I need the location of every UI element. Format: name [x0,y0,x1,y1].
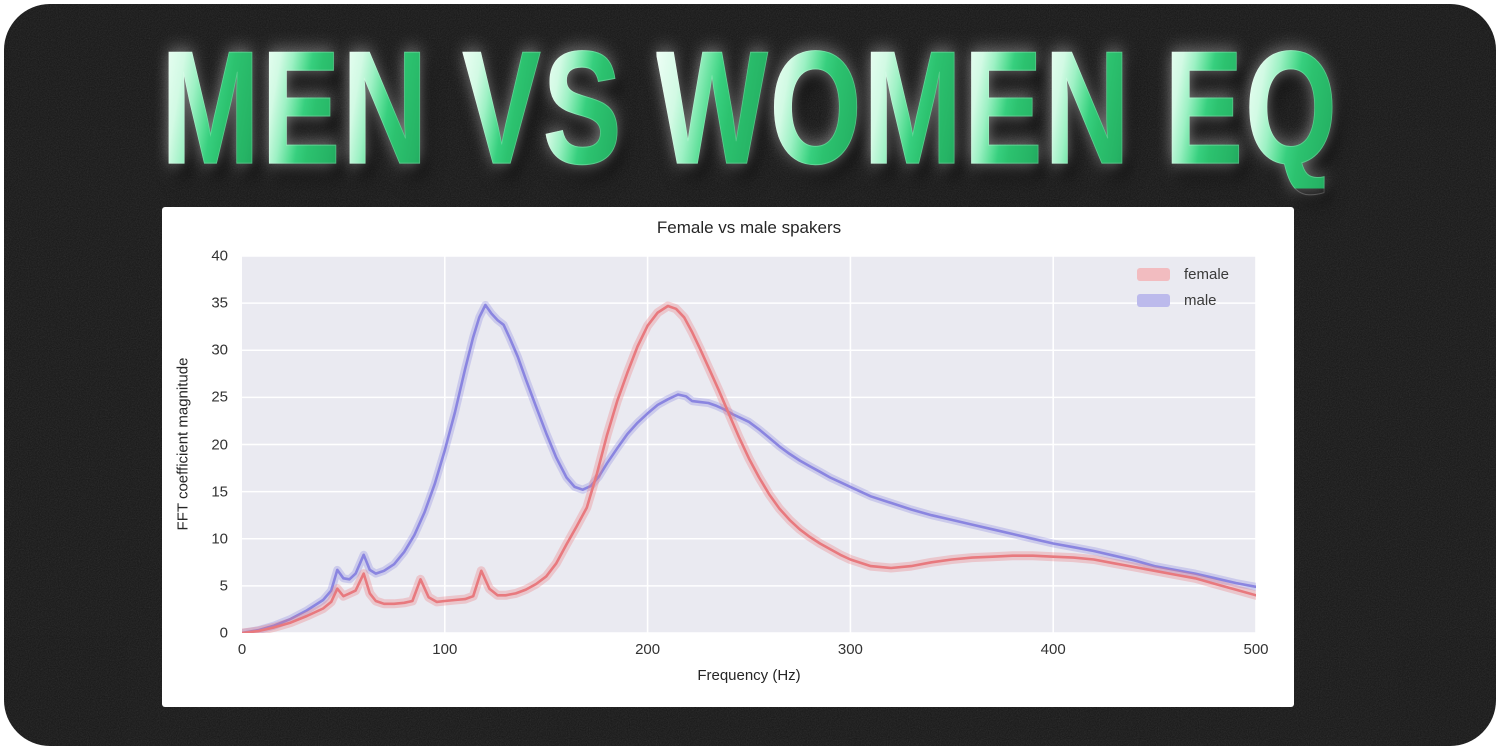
title-letter: M [161,17,262,199]
title-letter: N [342,17,430,199]
y-tick-label: 0 [219,624,228,642]
y-tick-label: 30 [211,341,228,359]
title-letter: V [462,17,543,199]
y-tick-label: 15 [211,483,228,501]
y-tick-label: 25 [211,388,228,406]
y-tick-label: 10 [211,530,228,548]
legend-swatch-male [1137,293,1170,307]
title-space [429,27,462,188]
title-letter: E [1164,17,1246,199]
title-letter: S [542,17,624,199]
legend-label-female: female [1184,265,1230,283]
y-tick-label: 35 [211,294,228,312]
x-tick-label: 400 [1040,641,1066,658]
x-axis-ticks: 0 100 200 300 400 500 [238,641,1269,661]
title-letter: E [261,17,343,199]
x-tick-label: 500 [1243,641,1269,658]
title-letter: O [769,17,864,199]
x-tick-label: 0 [237,641,247,658]
x-tick-label: 100 [432,641,458,658]
title-letter: W [656,17,770,199]
legend-row: female [1137,261,1229,287]
title-space [623,27,656,188]
legend-label-male: male [1184,291,1217,309]
y-tick-label: 5 [219,577,228,595]
y-tick-label: 40 [211,247,228,265]
legend-swatch-female [1137,267,1170,281]
x-axis-label: Frequency (Hz) [697,667,801,684]
title-letter: M [863,17,964,199]
title-letter: E [963,17,1045,199]
chart-title: Female vs male spakers [656,218,842,237]
title-letter: Q [1245,17,1339,199]
chart-card: Female vs male spakers FFT coefficient m… [162,207,1294,707]
title-letter: N [1044,17,1132,199]
y-tick-label: 20 [211,436,228,453]
x-tick-label: 300 [837,641,863,658]
legend-row: male [1137,287,1229,313]
y-axis-ticks: 0 5 10 15 20 25 30 35 40 [162,207,228,707]
chart-legend: female male [1137,261,1229,313]
x-tick-label: 200 [635,641,661,658]
chart-plot-area [242,256,1256,633]
title-space [1132,27,1165,188]
plot-box: female male [242,256,1256,633]
